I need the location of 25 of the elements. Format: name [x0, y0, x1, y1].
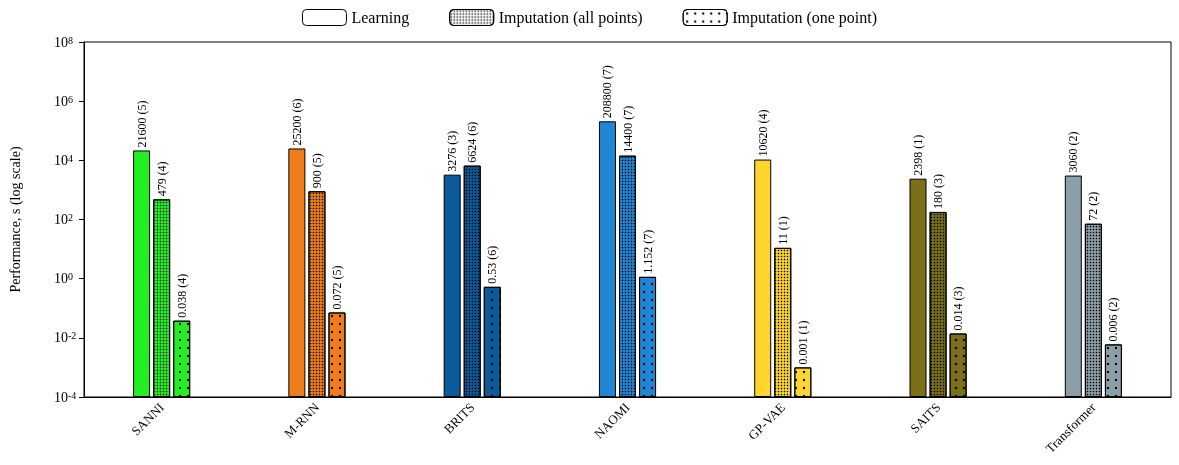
data-label: 25200 (6) — [289, 98, 304, 146]
data-label: 0.001 (1) — [795, 320, 810, 365]
data-label: 0.006 (2) — [1106, 297, 1121, 342]
data-label: 72 (2) — [1086, 191, 1101, 221]
data-label: 0.038 (4) — [174, 273, 189, 318]
data-label: 0.014 (3) — [951, 286, 966, 331]
data-label: 3060 (2) — [1066, 131, 1081, 173]
data-label: 208800 (7) — [600, 65, 615, 119]
data-label: 2398 (1) — [911, 134, 926, 176]
data-label: 11 (1) — [775, 216, 790, 245]
data-label: 14400 (7) — [620, 105, 635, 153]
y-axis-title: Performance, s (log scale) — [7, 146, 24, 293]
data-label: 479 (4) — [154, 161, 169, 197]
data-label: 0.53 (6) — [485, 245, 500, 284]
data-label: 21600 (5) — [134, 100, 149, 148]
legend-label: Imputation (all points) — [498, 9, 643, 27]
data-label: 3276 (3) — [445, 130, 460, 172]
data-label: 1.152 (7) — [640, 229, 655, 274]
data-label: 0.072 (5) — [329, 265, 344, 310]
data-label: 180 (3) — [931, 173, 946, 209]
data-label: 6624 (6) — [465, 121, 480, 163]
legend-label: Learning — [351, 9, 410, 27]
legend-label: Imputation (one point) — [732, 9, 878, 27]
data-label: 10620 (4) — [755, 109, 770, 157]
data-label: 900 (5) — [309, 153, 324, 189]
